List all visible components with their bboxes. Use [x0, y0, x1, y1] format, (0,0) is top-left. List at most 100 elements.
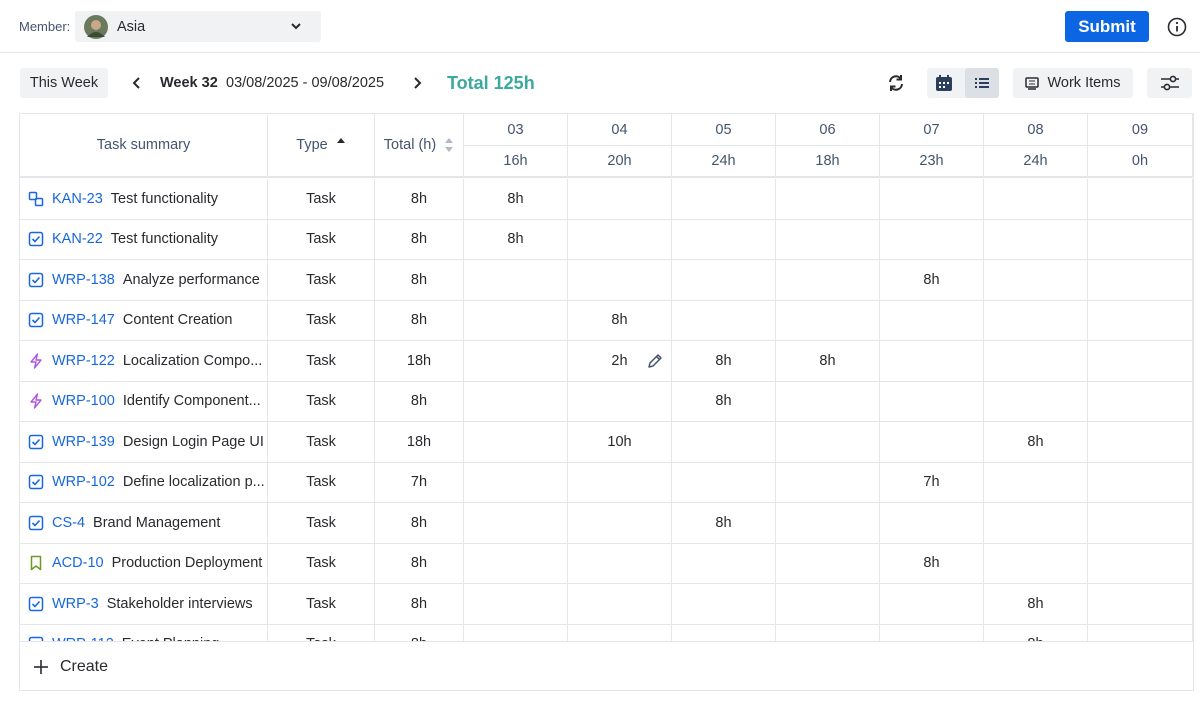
hour-cell[interactable] [672, 584, 776, 625]
hour-cell[interactable] [1088, 462, 1193, 503]
hour-cell[interactable] [1088, 260, 1193, 301]
calendar-view[interactable] [935, 74, 953, 92]
hour-cell[interactable] [464, 624, 568, 641]
hour-cell[interactable] [776, 503, 880, 544]
hour-cell[interactable] [1088, 179, 1193, 220]
hour-cell[interactable]: 7h [880, 462, 984, 503]
issue-key[interactable]: WRP-122 [52, 352, 115, 369]
prev-week[interactable] [130, 76, 144, 90]
issue-key[interactable]: KAN-22 [52, 231, 103, 248]
hour-cell[interactable]: 10h [568, 422, 672, 463]
hour-cell[interactable] [880, 624, 984, 641]
hour-cell[interactable] [568, 219, 672, 260]
hour-cell[interactable] [568, 260, 672, 301]
hour-cell[interactable] [776, 260, 880, 301]
issue-key[interactable]: KAN-23 [52, 190, 103, 207]
hour-cell[interactable] [984, 219, 1088, 260]
hour-cell[interactable]: 2h [568, 341, 672, 382]
hour-cell[interactable] [776, 219, 880, 260]
hour-cell[interactable] [1088, 503, 1193, 544]
hour-cell[interactable]: 8h [672, 503, 776, 544]
hour-cell[interactable] [880, 219, 984, 260]
hour-cell[interactable] [984, 381, 1088, 422]
hour-cell[interactable]: 8h [984, 422, 1088, 463]
hour-cell[interactable] [880, 503, 984, 544]
hour-cell[interactable] [1088, 381, 1193, 422]
hour-cell[interactable]: 8h [880, 260, 984, 301]
submit-button[interactable]: Submit [1065, 11, 1149, 42]
hour-cell[interactable]: 8h [776, 341, 880, 382]
hour-cell[interactable]: 8h [880, 543, 984, 584]
issue-key[interactable]: CS-4 [52, 514, 86, 531]
hour-cell[interactable] [672, 624, 776, 641]
hour-cell[interactable] [672, 260, 776, 301]
issue-key[interactable]: WRP-112 [52, 636, 114, 641]
hour-cell[interactable] [1088, 624, 1193, 641]
hour-cell[interactable] [568, 462, 672, 503]
hour-cell[interactable] [672, 179, 776, 220]
issue-key[interactable]: WRP-100 [52, 393, 115, 410]
hour-cell[interactable] [984, 462, 1088, 503]
hour-cell[interactable] [880, 341, 984, 382]
hour-cell[interactable] [984, 300, 1088, 341]
hour-cell[interactable] [568, 179, 672, 220]
hour-cell[interactable] [984, 543, 1088, 584]
hour-cell[interactable] [880, 300, 984, 341]
hour-cell[interactable]: 8h [984, 624, 1088, 641]
hour-cell[interactable] [464, 503, 568, 544]
hour-cell[interactable]: 8h [672, 381, 776, 422]
issue-key[interactable]: WRP-3 [52, 595, 99, 612]
create-row[interactable]: Create [20, 641, 1193, 690]
hour-cell[interactable]: 8h [464, 179, 568, 220]
column-header[interactable]: Type [268, 114, 375, 178]
hour-cell[interactable] [568, 503, 672, 544]
hour-cell[interactable] [1088, 219, 1193, 260]
hour-cell[interactable] [1088, 584, 1193, 625]
issue-key[interactable]: WRP-139 [52, 433, 115, 450]
hour-cell[interactable] [464, 422, 568, 463]
hour-cell[interactable] [880, 381, 984, 422]
member-select[interactable]: Asia [75, 11, 321, 42]
hour-cell[interactable] [984, 503, 1088, 544]
hour-cell[interactable] [776, 624, 880, 641]
hour-cell[interactable] [672, 543, 776, 584]
hour-cell[interactable] [1088, 341, 1193, 382]
hour-cell[interactable] [464, 260, 568, 301]
hour-cell[interactable]: 8h [568, 300, 672, 341]
hour-cell[interactable] [880, 179, 984, 220]
hour-cell[interactable] [1088, 543, 1193, 584]
hour-cell[interactable] [776, 300, 880, 341]
hour-cell[interactable] [776, 422, 880, 463]
hour-cell[interactable] [776, 584, 880, 625]
refresh-icon[interactable] [886, 73, 906, 93]
hour-cell[interactable] [880, 584, 984, 625]
hour-cell[interactable] [984, 179, 1088, 220]
list-view[interactable] [965, 68, 999, 98]
hour-cell[interactable] [672, 219, 776, 260]
this-week-button[interactable]: This Week [20, 68, 108, 98]
hour-cell[interactable] [1088, 300, 1193, 341]
hour-cell[interactable] [464, 381, 568, 422]
hour-cell[interactable]: 8h [672, 341, 776, 382]
edit-icon[interactable] [647, 353, 663, 369]
hour-cell[interactable] [568, 584, 672, 625]
hour-cell[interactable] [880, 422, 984, 463]
hour-cell[interactable] [984, 260, 1088, 301]
hour-cell[interactable] [672, 300, 776, 341]
settings-button[interactable] [1147, 68, 1192, 98]
hour-cell[interactable] [776, 462, 880, 503]
hour-cell[interactable]: 8h [984, 584, 1088, 625]
info-icon[interactable] [1167, 17, 1187, 37]
hour-cell[interactable]: 8h [464, 219, 568, 260]
hour-cell[interactable] [464, 300, 568, 341]
issue-key[interactable]: ACD-10 [52, 555, 104, 572]
issue-key[interactable]: WRP-102 [52, 474, 115, 491]
hour-cell[interactable] [464, 584, 568, 625]
hour-cell[interactable] [776, 543, 880, 584]
hour-cell[interactable] [464, 341, 568, 382]
issue-key[interactable]: WRP-147 [52, 312, 115, 329]
hour-cell[interactable] [464, 462, 568, 503]
hour-cell[interactable] [672, 462, 776, 503]
hour-cell[interactable] [776, 381, 880, 422]
hour-cell[interactable] [568, 624, 672, 641]
